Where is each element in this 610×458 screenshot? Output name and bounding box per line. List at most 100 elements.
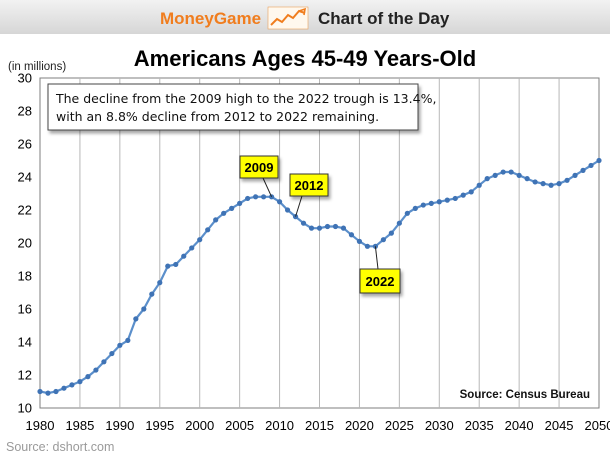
y-axis-ticks: 10 12 14 16 18 20 22 24 26 28 30 — [18, 71, 32, 416]
data-point-2002 — [213, 217, 219, 223]
data-point-1990 — [117, 342, 123, 348]
y-tick-label-10: 10 — [18, 401, 32, 416]
callout-label-2022: 2022 — [366, 274, 395, 289]
data-point-2035 — [476, 182, 482, 188]
callout-box-2009 — [239, 155, 279, 179]
annotation-box: The decline from the 2009 high to the 20… — [47, 83, 436, 131]
data-point-2028 — [420, 202, 426, 208]
data-point-2020 — [356, 238, 363, 244]
callout-label-2009: 2009 — [245, 160, 274, 175]
data-point-2031 — [444, 197, 450, 203]
data-point-2049 — [588, 162, 594, 169]
annotation-box-frame — [47, 83, 419, 131]
data-point-2006 — [245, 195, 251, 202]
callout-box-2012 — [289, 173, 329, 197]
data-point-2047 — [572, 172, 578, 178]
y-tick-label-20: 20 — [18, 236, 32, 251]
x-tick-label-2020: 2020 — [345, 418, 374, 433]
x-tick-label-2035: 2035 — [465, 418, 494, 433]
data-point-2021 — [364, 243, 371, 249]
y-tick-label-30: 30 — [18, 71, 32, 86]
data-point-1994 — [149, 291, 155, 297]
x-tick-label-1990: 1990 — [105, 418, 134, 433]
x-tick-label-2040: 2040 — [505, 418, 534, 433]
x-tick-label-2025: 2025 — [385, 418, 414, 433]
data-point-2044 — [548, 182, 554, 188]
data-point-2008 — [261, 194, 267, 200]
data-point-1986 — [85, 374, 91, 380]
source-footer: Source: dshort.com — [6, 440, 114, 454]
data-point-1996 — [165, 263, 171, 269]
data-point-2018 — [340, 225, 347, 231]
data-point-2041 — [524, 176, 530, 182]
data-point-2023 — [380, 237, 386, 243]
data-point-2001 — [205, 227, 211, 233]
data-point-2003 — [221, 210, 227, 216]
y-tick-label-12: 12 — [18, 368, 32, 383]
x-tick-label-2000: 2000 — [185, 418, 214, 433]
data-point-2045 — [556, 181, 562, 187]
data-point-2040 — [516, 172, 522, 178]
data-point-1995 — [157, 280, 163, 286]
x-tick-label-1995: 1995 — [145, 418, 174, 433]
data-point-1997 — [173, 261, 179, 268]
callout-box-2022 — [359, 268, 401, 294]
data-point-1999 — [189, 245, 195, 251]
y-tick-label-26: 26 — [18, 137, 32, 152]
header-tagline: Chart of the Day — [318, 9, 450, 28]
data-point-1991 — [125, 337, 131, 343]
data-point-2046 — [564, 177, 570, 183]
data-point-2015 — [316, 225, 323, 231]
data-point-2016 — [324, 223, 331, 230]
data-point-1982 — [53, 388, 59, 395]
data-point-2037 — [492, 172, 498, 178]
callout-leader-2012 — [295, 195, 303, 217]
data-point-1993 — [141, 306, 147, 312]
data-point-2007 — [253, 194, 259, 200]
callout-leader-2009 — [262, 177, 273, 198]
callout-label-2012: 2012 — [295, 178, 324, 193]
data-point-1985 — [77, 379, 83, 385]
data-point-1984 — [69, 382, 75, 388]
data-point-2043 — [540, 181, 546, 187]
y-tick-label-14: 14 — [18, 335, 32, 350]
annotation-line-2: with an 8.8% decline from 2012 to 2022 r… — [56, 109, 379, 124]
x-tick-label-2045: 2045 — [545, 418, 574, 433]
data-point-2038 — [500, 169, 506, 175]
data-point-2030 — [436, 199, 442, 205]
data-point-2004 — [229, 205, 235, 211]
data-point-2034 — [468, 189, 474, 195]
data-point-2017 — [332, 223, 339, 230]
x-tick-label-2015: 2015 — [305, 418, 334, 433]
data-point-2029 — [428, 200, 434, 206]
data-point-2019 — [348, 232, 355, 238]
data-point-2032 — [452, 195, 458, 202]
data-point-2025 — [396, 220, 402, 226]
y-tick-label-16: 16 — [18, 302, 32, 317]
data-point-2027 — [412, 205, 418, 211]
data-point-1988 — [101, 359, 107, 365]
x-tick-label-2010: 2010 — [265, 418, 294, 433]
rising-line-chart-icon — [267, 6, 309, 30]
data-point-1980 — [37, 388, 43, 395]
data-point-2039 — [508, 169, 514, 175]
data-point-1983 — [61, 385, 67, 391]
chart-title: Americans Ages 45-49 Years-Old — [134, 46, 476, 71]
data-point-2024 — [388, 230, 394, 236]
annotation-line-1: The decline from the 2009 high to the 20… — [55, 91, 436, 106]
data-point-2048 — [580, 167, 586, 173]
x-axis-ticks: 1980 1985 1990 1995 2000 2005 2010 2015 2020 2025… — [26, 418, 610, 433]
x-tick-label-2005: 2005 — [225, 418, 254, 433]
y-tick-label-18: 18 — [18, 269, 32, 284]
y-tick-label-24: 24 — [18, 170, 32, 185]
x-tick-label-2050: 2050 — [585, 418, 610, 433]
data-point-2050 — [596, 157, 602, 164]
vertical-grid — [79, 78, 560, 408]
brand-name: MoneyGame — [160, 9, 261, 28]
y-axis-unit-label: (in millions) — [8, 61, 66, 73]
data-point-2036 — [484, 176, 490, 182]
data-point-2042 — [532, 179, 538, 185]
x-tick-label-2030: 2030 — [425, 418, 454, 433]
x-tick-label-1980: 1980 — [26, 418, 55, 433]
callout-leader-2022 — [374, 246, 379, 270]
